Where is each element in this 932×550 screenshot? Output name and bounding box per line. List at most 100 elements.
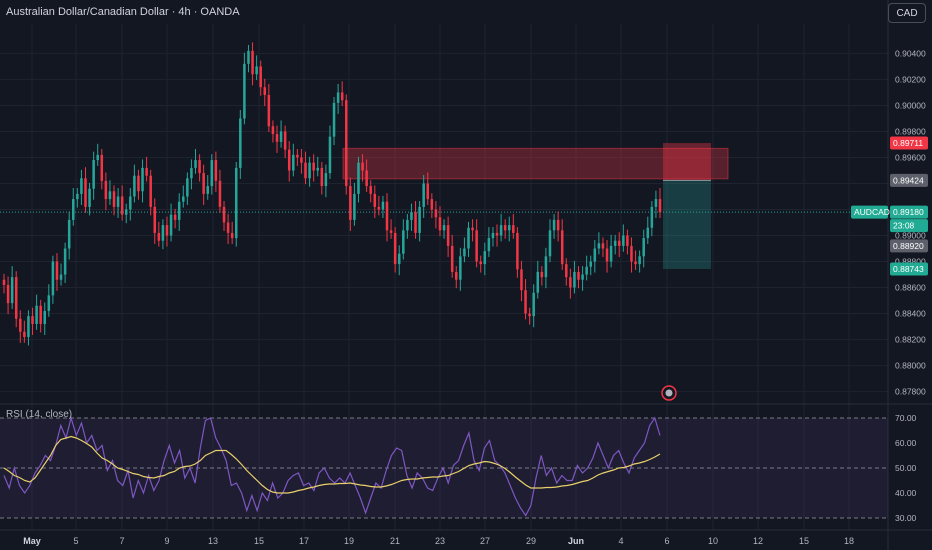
rsi-title[interactable]: RSI (14, close) <box>6 409 73 420</box>
time-axis-tick: 15 <box>254 536 264 546</box>
candle-body <box>402 230 405 254</box>
candle-body <box>275 134 279 142</box>
candle-body <box>320 167 324 187</box>
currency-button[interactable]: CAD <box>888 3 926 23</box>
price-axis-tick: 0.89000 <box>895 231 926 241</box>
candle-body <box>336 92 340 103</box>
candle-body <box>446 225 450 246</box>
candle-body <box>19 318 22 332</box>
symbol-tag-text: AUDCAD <box>854 207 890 217</box>
candle-body <box>239 118 242 168</box>
candle-body <box>442 225 446 231</box>
countdown-tag-text: 23:08 <box>893 221 915 231</box>
candle-body <box>35 305 38 324</box>
candle-body <box>516 232 519 270</box>
price-tag <box>890 173 928 187</box>
candle-body <box>556 219 560 231</box>
candle-body <box>243 63 246 119</box>
candle-body <box>218 180 222 207</box>
candle-body <box>406 219 409 231</box>
candle-body <box>463 248 466 257</box>
candle-body <box>658 199 662 213</box>
candle-body <box>560 230 564 265</box>
candle-body <box>450 245 454 272</box>
candle-body <box>76 193 79 200</box>
candle-body <box>495 232 499 236</box>
candle-body <box>10 277 14 304</box>
rsi-axis-tick: 30.00 <box>895 513 917 523</box>
candle-body <box>507 225 511 231</box>
candle-body <box>361 162 364 171</box>
candle-body <box>617 240 621 246</box>
candle-body <box>279 131 283 142</box>
candle-body <box>141 167 144 192</box>
candle-body <box>638 256 641 265</box>
candle-body <box>512 225 515 233</box>
time-axis-tick: May <box>23 536 41 546</box>
candle-body <box>393 232 397 265</box>
candle-body <box>67 219 71 249</box>
candle-body <box>304 162 307 179</box>
countdown-tag <box>890 219 928 233</box>
last-price-tag-text: 0.89180 <box>893 207 924 217</box>
price-axis-tick: 0.88200 <box>895 335 926 345</box>
candle-body <box>426 183 430 200</box>
candle-body <box>418 206 421 233</box>
candle-body <box>145 167 148 176</box>
candle-body <box>283 131 287 150</box>
price-axis-tick: 0.89800 <box>895 126 926 136</box>
candle-body <box>263 87 267 96</box>
rsi-line <box>3 415 661 517</box>
alert-icon-core <box>665 389 673 397</box>
candle-body <box>214 160 218 181</box>
candle-body <box>222 206 226 223</box>
candle-body <box>116 196 120 207</box>
candle-body <box>226 222 230 233</box>
stop-loss-zone <box>663 143 711 181</box>
candle-body <box>14 277 18 319</box>
candle-body <box>100 154 104 181</box>
price-axis-tick: 0.88400 <box>895 309 926 319</box>
candle-body <box>487 238 491 252</box>
candle-body <box>422 183 425 207</box>
price-tag <box>890 136 928 150</box>
candle-body <box>344 100 348 187</box>
candle-body <box>349 186 352 220</box>
time-axis-tick: 23 <box>435 536 445 546</box>
candle-body <box>55 261 59 280</box>
candle-body <box>230 232 234 239</box>
candle-body <box>6 284 10 304</box>
price-tag-text: 0.88743 <box>893 264 924 274</box>
candle-body <box>499 225 503 236</box>
candle-body <box>198 160 201 174</box>
price-axis-tick: 0.90400 <box>895 48 926 58</box>
candle-body <box>377 206 381 210</box>
candle-body <box>622 235 625 246</box>
candle-body <box>194 160 197 168</box>
candle-body <box>634 261 637 265</box>
time-axis-tick: 19 <box>344 536 354 546</box>
time-axis-tick: 27 <box>480 536 490 546</box>
chart-title: Australian Dollar/Canadian Dollar · 4h ·… <box>6 6 240 18</box>
candle-body <box>528 313 531 317</box>
candle-body <box>182 196 185 202</box>
time-axis-tick: Jun <box>568 536 584 546</box>
candle-body <box>271 126 275 135</box>
time-axis-tick: 9 <box>164 536 169 546</box>
candle-body <box>438 217 442 231</box>
candle-body <box>51 261 55 296</box>
time-axis-tick: 13 <box>208 536 218 546</box>
price-tag-text: 0.89424 <box>893 175 924 185</box>
candle-body <box>251 50 254 75</box>
candle-body <box>373 193 377 207</box>
candle-body <box>365 170 368 187</box>
candle-body <box>206 186 209 194</box>
candle-body <box>626 235 629 246</box>
candle-body <box>210 160 214 187</box>
resistance-zone <box>342 147 729 180</box>
candle-body <box>80 178 83 194</box>
candle-body <box>287 149 291 171</box>
rsi-axis-tick: 50.00 <box>895 463 917 473</box>
candle-body <box>259 66 262 88</box>
candle-body <box>120 196 124 215</box>
